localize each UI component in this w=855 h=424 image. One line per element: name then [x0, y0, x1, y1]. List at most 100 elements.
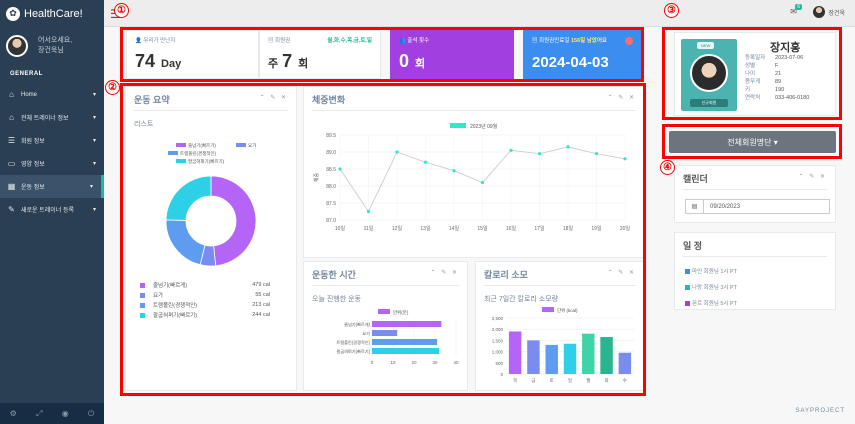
calendar-icon: ▤: [686, 200, 704, 213]
color-swatch: [685, 268, 690, 274]
schedule-item[interactable]: 마인 회원님 1시 PT: [685, 267, 737, 275]
membership-prefix: 주: [268, 58, 279, 70]
panel-tools-icon[interactable]: ⌃ ✎ ✕: [607, 95, 636, 101]
paw-icon: ✿: [6, 6, 20, 21]
panel-subtitle: 최근 7일간 칼로리 소모량: [484, 296, 559, 303]
calorie-panel: 칼로리 소모 ⌃ ✎ ✕ 최근 7일간 칼로리 소모량 단위 (kcal) 0 50…: [475, 261, 645, 391]
date-field[interactable]: ▤ 09/20/2023: [685, 199, 830, 214]
y-tick-label: 2,000: [492, 327, 504, 332]
panel-tools-icon[interactable]: ⌃ ✎ ✕: [607, 270, 636, 276]
monitor-icon: ▭: [7, 159, 16, 168]
sidebar-item-trainers[interactable]: ⌂ 전체 트레이너 정보 ▾: [0, 106, 104, 129]
y-tick-label: 500: [495, 361, 503, 366]
y-tick-label: 0: [500, 372, 503, 377]
y-tick-label: 88.5: [326, 167, 336, 173]
schedule-item[interactable]: 나랑 회원님 3시 PT: [685, 283, 737, 291]
power-icon[interactable]: ⏻: [87, 408, 95, 418]
sidebar-item-label: 새로운 트레이너 등록: [21, 208, 75, 214]
sidebar-item-label: 전체 트레이너 정보: [21, 116, 69, 122]
y-tick-label: 89.5: [326, 133, 336, 139]
data-point: [566, 145, 570, 149]
days-unit: Day: [161, 58, 182, 70]
settings-icon[interactable]: ⚙: [9, 409, 17, 418]
y-tick-label: 2,500: [492, 316, 504, 321]
x-tick-label: 목: [513, 378, 517, 384]
member-photo: [690, 54, 728, 92]
chevron-down-icon: ▾: [92, 207, 96, 213]
field-value: 033-406-0180: [775, 95, 810, 101]
legend-swatch: [140, 282, 145, 288]
expiry-value: 2024-04-03: [532, 54, 609, 71]
exercise-time-panel: 운동한 시간 ⌃ ✎ ✕ 오늘 진행한 운동 만위(분) 0 10 20 30 40 줄넘기…: [303, 261, 468, 391]
member-list-button[interactable]: 전체회원명단 ▾: [669, 131, 836, 153]
fullscreen-icon[interactable]: ⤢: [36, 408, 43, 418]
legend-swatch: [450, 123, 466, 128]
x-tick-label: 10일: [335, 225, 346, 232]
x-tick-label: 11일: [364, 225, 374, 232]
legend-swatch: [140, 312, 145, 318]
field-label: 몸무게: [745, 79, 761, 85]
marker-1: ①: [114, 3, 129, 18]
panel-tools-icon[interactable]: ⌃ ✎ ✕: [430, 270, 459, 276]
legend-swatch: [168, 151, 178, 155]
field-value: F: [775, 63, 779, 69]
bar: [582, 333, 595, 374]
bar: [508, 331, 522, 374]
table-icon: ▦: [7, 182, 16, 191]
legend-swatch: [236, 143, 246, 147]
top-username: 장건욱: [828, 10, 845, 17]
bar: [618, 352, 632, 374]
legend-label: 트램폴린(경쟁적인): [180, 150, 217, 157]
data-point: [594, 152, 599, 156]
legend-swatch: [378, 309, 390, 314]
expiry-remaining: 156일 남았어요: [570, 38, 607, 44]
calendar-icon: ▤: [268, 38, 274, 44]
eye-icon[interactable]: ◉: [61, 409, 69, 418]
footer-brand: SAYPROJECT: [795, 408, 845, 414]
sidebar-item-members[interactable]: ☰ 회원 정보 ▾: [0, 129, 104, 152]
panel-tools-icon[interactable]: ⌃ ✎ ✕: [798, 174, 827, 180]
y-tick-label: 트램폴린(경쟁적인): [336, 339, 370, 346]
marker-3: ③: [664, 3, 679, 18]
new-badge: NEW: [697, 42, 715, 49]
sidebar-item-nutrition[interactable]: ▭ 영양 정보 ▾: [0, 152, 104, 175]
panel-tools-icon[interactable]: ⌃ ✎ ✕: [259, 95, 288, 101]
chevron-down-icon: ▾: [92, 115, 96, 121]
bell-icon[interactable]: [625, 37, 633, 45]
sidebar-item-exercise[interactable]: ▦ 운동 정보 ▾: [0, 175, 104, 198]
item-name: 트램폴린(경쟁적인): [153, 303, 198, 309]
x-tick-label: 수: [623, 378, 627, 384]
panel-title: 체중변화: [312, 93, 636, 111]
panel-title: 운동한 시간: [312, 268, 459, 286]
panel-title: 일 정: [683, 239, 827, 257]
user-menu[interactable]: 장건욱: [813, 6, 845, 18]
summary-list: 줄넘기(빠르게) 479 cal 요가 55 cal 트램폴린(경쟁적인) 213 c…: [140, 280, 270, 320]
brand[interactable]: ✿ HealthCare!: [0, 0, 104, 27]
field-value: 21: [775, 71, 782, 77]
field-value: 89: [775, 79, 782, 85]
y-tick-label: 1,500: [492, 338, 504, 343]
weight-line-chart: 2023년 09월 87.0 87.5 88.0 88.5 89.0 89.5 체중 10일 11…: [313, 123, 630, 232]
member-card: NEW 신규회원 장지홍 등록일자 2023-07-06 성별 F 나이 21 몸무게…: [674, 32, 836, 116]
legend-label: 단위 (kcal): [557, 307, 578, 314]
data-point: [509, 148, 513, 152]
y-tick-label: 87.0: [326, 218, 336, 224]
panel-subtitle: 리스트: [134, 121, 154, 128]
sidebar-item-home[interactable]: ⌂ Home ▾: [0, 83, 104, 106]
data-point: [423, 160, 428, 164]
data-point: [537, 152, 542, 156]
data-point: [366, 209, 371, 214]
sidebar-item-register-trainer[interactable]: ✎ 새로운 트레이너 등록 ▾: [0, 198, 104, 221]
calendar-panel: 캘린더 ⌃ ✎ ✕ ▤ 09/20/2023: [674, 165, 836, 223]
legend-label: 요가: [248, 142, 256, 149]
calorie-chart: 단위 (kcal) 0 500 1,000 1,500 2,000 2,500 목 금 토 일 월 화 수: [492, 307, 634, 384]
member-list-label: 전체회원명단: [727, 137, 772, 147]
home-icon: ⌂: [9, 90, 14, 99]
schedule-item[interactable]: 몬르 회원님 5시 PT: [685, 299, 737, 307]
mail-icon[interactable]: ✉ 6: [790, 4, 803, 16]
data-point: [338, 167, 342, 171]
y-tick-label: 87.5: [326, 201, 336, 207]
list-item: 요가 55 cal: [140, 290, 270, 300]
weight-panel: 체중변화 ⌃ ✎ ✕ 2023년 09월 87.0 87.5 88.0 88.5 89.0…: [303, 86, 645, 258]
x-tick-label: 화: [605, 378, 609, 384]
